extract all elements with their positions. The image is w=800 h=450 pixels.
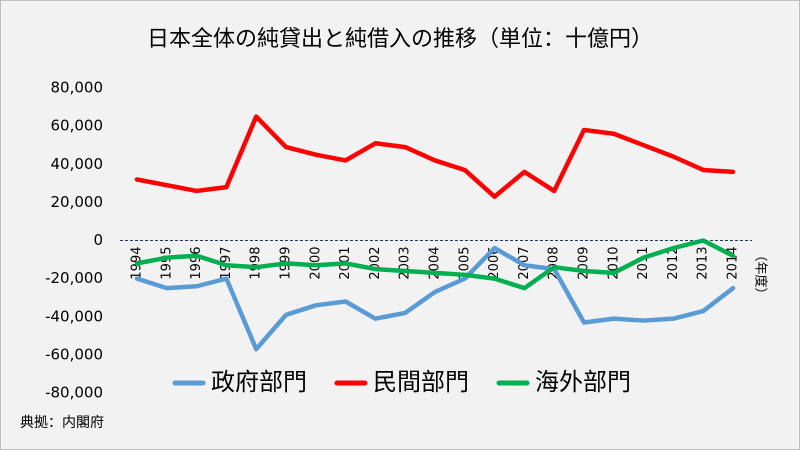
y-tick-label: 80,000 bbox=[51, 79, 104, 97]
chart-title: 日本全体の純貸出と純借入の推移（単位：十億円） bbox=[147, 27, 653, 52]
x-tick-label: 2013 bbox=[696, 247, 711, 280]
y-tick-label: 60,000 bbox=[51, 117, 104, 135]
x-tick-label: 2005 bbox=[457, 247, 472, 280]
y-tick-label: -20,000 bbox=[45, 269, 103, 287]
legend-label: 政府部門 bbox=[211, 368, 307, 396]
x-tick-label: 2011 bbox=[636, 247, 651, 280]
series-line bbox=[134, 238, 736, 291]
x-tick-label: 2003 bbox=[398, 247, 413, 280]
y-tick-label: 0 bbox=[93, 231, 103, 249]
series-line bbox=[134, 114, 736, 199]
x-tick-label: 2002 bbox=[368, 247, 383, 280]
x-tick-label: 1998 bbox=[249, 247, 264, 280]
x-tick-label: 1996 bbox=[189, 247, 204, 280]
series-line bbox=[134, 245, 736, 352]
legend-label: 海外部門 bbox=[535, 368, 631, 396]
y-tick-label: 20,000 bbox=[51, 193, 104, 211]
legend-label: 民間部門 bbox=[373, 368, 469, 396]
x-tick-label: 1995 bbox=[159, 247, 174, 280]
y-tick-label: 40,000 bbox=[51, 155, 104, 173]
x-tick-label: 2009 bbox=[577, 247, 592, 280]
source-note: 典拠：内閣府 bbox=[20, 415, 104, 431]
y-tick-label: -40,000 bbox=[45, 307, 103, 325]
x-axis-label: （年度） bbox=[753, 249, 769, 301]
y-tick-label: -60,000 bbox=[45, 345, 103, 363]
x-tick-label: 2012 bbox=[666, 247, 681, 280]
y-tick-label: -80,000 bbox=[45, 384, 103, 402]
